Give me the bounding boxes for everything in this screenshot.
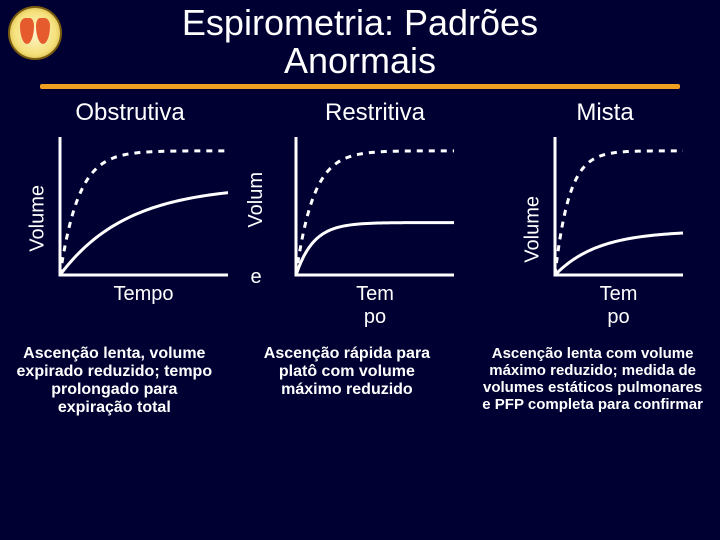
logo-badge: [8, 6, 62, 60]
xlabel-mixed: Tempo: [549, 283, 689, 329]
label-mixed: Mista: [490, 99, 720, 127]
title-line2: Anormais: [284, 40, 436, 81]
label-restrictive: Restritiva: [260, 99, 490, 127]
chart-restrictive: Volum e Tempo: [260, 131, 490, 329]
title-line1: Espirometria: Padrões: [182, 2, 538, 43]
plot-obstructive: [54, 131, 234, 281]
ylabel-restrictive: Volum e: [246, 131, 266, 329]
panel-labels-row: Obstrutiva Restritiva Mista: [0, 99, 720, 127]
header: Espirometria: Padrões Anormais: [0, 0, 720, 89]
plot-mixed: [549, 131, 689, 281]
desc-obstructive: Ascenção lenta, volume expirado reduzido…: [0, 345, 229, 417]
label-obstructive: Obstrutiva: [0, 99, 260, 127]
ylabel-mixed: Volume: [522, 196, 545, 263]
xlabel-obstructive: Tempo: [54, 283, 234, 306]
descriptions-row: Ascenção lenta, volume expirado reduzido…: [0, 345, 720, 417]
title-underline: [40, 84, 680, 89]
page-title: Espirometria: Padrões Anormais: [0, 4, 720, 80]
chart-obstructive: Volume Tempo: [0, 131, 260, 306]
plot-restrictive: [290, 131, 460, 281]
ylabel-obstructive: Volume: [27, 185, 50, 252]
charts-row: Volume Tempo Volum e Tempo Volume Tempo: [0, 131, 720, 329]
desc-restrictive: Ascenção rápida para platô com volume má…: [229, 345, 466, 417]
lungs-icon: [20, 18, 50, 48]
desc-mixed: Ascenção lenta com volume máximo reduzid…: [465, 345, 720, 417]
xlabel-restrictive: Tempo: [290, 283, 460, 329]
chart-mixed: Volume Tempo: [490, 131, 720, 329]
